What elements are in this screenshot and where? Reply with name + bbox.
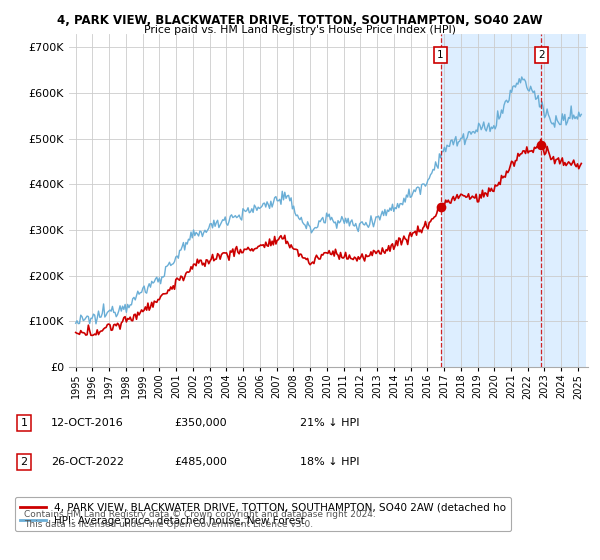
Text: Contains HM Land Registry data © Crown copyright and database right 2024.
This d: Contains HM Land Registry data © Crown c… <box>24 510 376 529</box>
Text: 18% ↓ HPI: 18% ↓ HPI <box>300 457 359 467</box>
Text: 12-OCT-2016: 12-OCT-2016 <box>51 418 124 428</box>
Text: 26-OCT-2022: 26-OCT-2022 <box>51 457 124 467</box>
Text: 4, PARK VIEW, BLACKWATER DRIVE, TOTTON, SOUTHAMPTON, SO40 2AW: 4, PARK VIEW, BLACKWATER DRIVE, TOTTON, … <box>57 14 543 27</box>
Text: 2: 2 <box>538 50 545 60</box>
Text: £350,000: £350,000 <box>174 418 227 428</box>
Text: 2: 2 <box>20 457 28 467</box>
Text: 1: 1 <box>20 418 28 428</box>
Text: £485,000: £485,000 <box>174 457 227 467</box>
Bar <box>440 34 541 367</box>
Legend: 4, PARK VIEW, BLACKWATER DRIVE, TOTTON, SOUTHAMPTON, SO40 2AW (detached ho, HPI:: 4, PARK VIEW, BLACKWATER DRIVE, TOTTON, … <box>14 497 511 531</box>
Text: 21% ↓ HPI: 21% ↓ HPI <box>300 418 359 428</box>
Bar <box>541 34 586 367</box>
Text: 1: 1 <box>437 50 444 60</box>
Text: Price paid vs. HM Land Registry's House Price Index (HPI): Price paid vs. HM Land Registry's House … <box>144 25 456 35</box>
